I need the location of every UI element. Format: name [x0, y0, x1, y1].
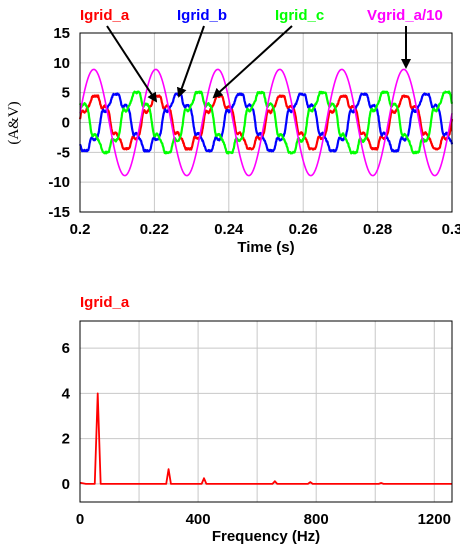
time-chart: 15 10 5 0 -5 -10 -15 0.2 0.22 0.24 0.26 …	[6, 7, 460, 256]
x-axis-label: Frequency (Hz)	[212, 528, 320, 545]
x-tick-label: 400	[186, 511, 211, 528]
legend-igrid-a: Igrid_a	[80, 7, 130, 24]
spectrum-chart-tick-labels: 6 4 2 0 0 400 800 1200	[62, 340, 451, 528]
legend-igrid-b: Igrid_b	[177, 7, 227, 24]
y-tick-label: -5	[57, 144, 70, 161]
y-tick-label: 6	[62, 340, 70, 357]
spectrum-chart-frame	[79, 320, 453, 503]
x-tick-label: 0.22	[140, 221, 169, 238]
time-chart-frame	[79, 32, 453, 213]
x-tick-label: 800	[304, 511, 329, 528]
y-tick-label: -10	[48, 174, 70, 191]
time-chart-series	[78, 68, 454, 177]
y-tick-label: 5	[62, 85, 70, 102]
series-line-vgrid-a-10	[79, 68, 453, 177]
x-tick-label: 0.26	[289, 221, 318, 238]
time-chart-tick-labels: 15 10 5 0 -5 -10 -15 0.2 0.22 0.24 0.26 …	[48, 25, 460, 238]
y-tick-label: -15	[48, 204, 70, 221]
y-tick-label: 2	[62, 431, 70, 448]
y-tick-label: 15	[53, 25, 70, 42]
spectrum-line	[79, 392, 452, 485]
x-tick-label: 0.24	[214, 221, 244, 238]
x-tick-label: 0.3	[442, 221, 460, 238]
y-axis-label: (A&V)	[6, 101, 22, 144]
x-tick-label: 0.28	[363, 221, 392, 238]
x-tick-label: 0	[76, 511, 84, 528]
y-tick-label: 0	[62, 476, 70, 493]
arrow-igrid-c	[212, 25, 293, 99]
spectrum-chart-grid	[80, 321, 452, 502]
x-axis-label: Time (s)	[237, 239, 294, 256]
arrow-igrid-b	[176, 25, 205, 98]
y-tick-label: 0	[62, 115, 70, 132]
y-tick-label: 10	[53, 55, 70, 72]
series-line-igrid-c	[79, 90, 454, 155]
legend-vgrid-a: Vgrid_a/10	[367, 7, 443, 24]
spectrum-series	[79, 392, 452, 485]
y-tick-label: 4	[62, 385, 71, 402]
series-line-igrid-a	[78, 94, 454, 151]
x-tick-label: 1200	[418, 511, 451, 528]
arrow-igrid-a	[106, 25, 158, 103]
spectrum-title: Igrid_a	[80, 294, 130, 311]
legend-igrid-c: Igrid_c	[275, 7, 324, 24]
x-tick-label: 0.2	[70, 221, 91, 238]
series-line-igrid-b	[78, 92, 454, 153]
spectrum-chart: 6 4 2 0 0 400 800 1200 Igrid_a Frequency…	[62, 294, 453, 545]
